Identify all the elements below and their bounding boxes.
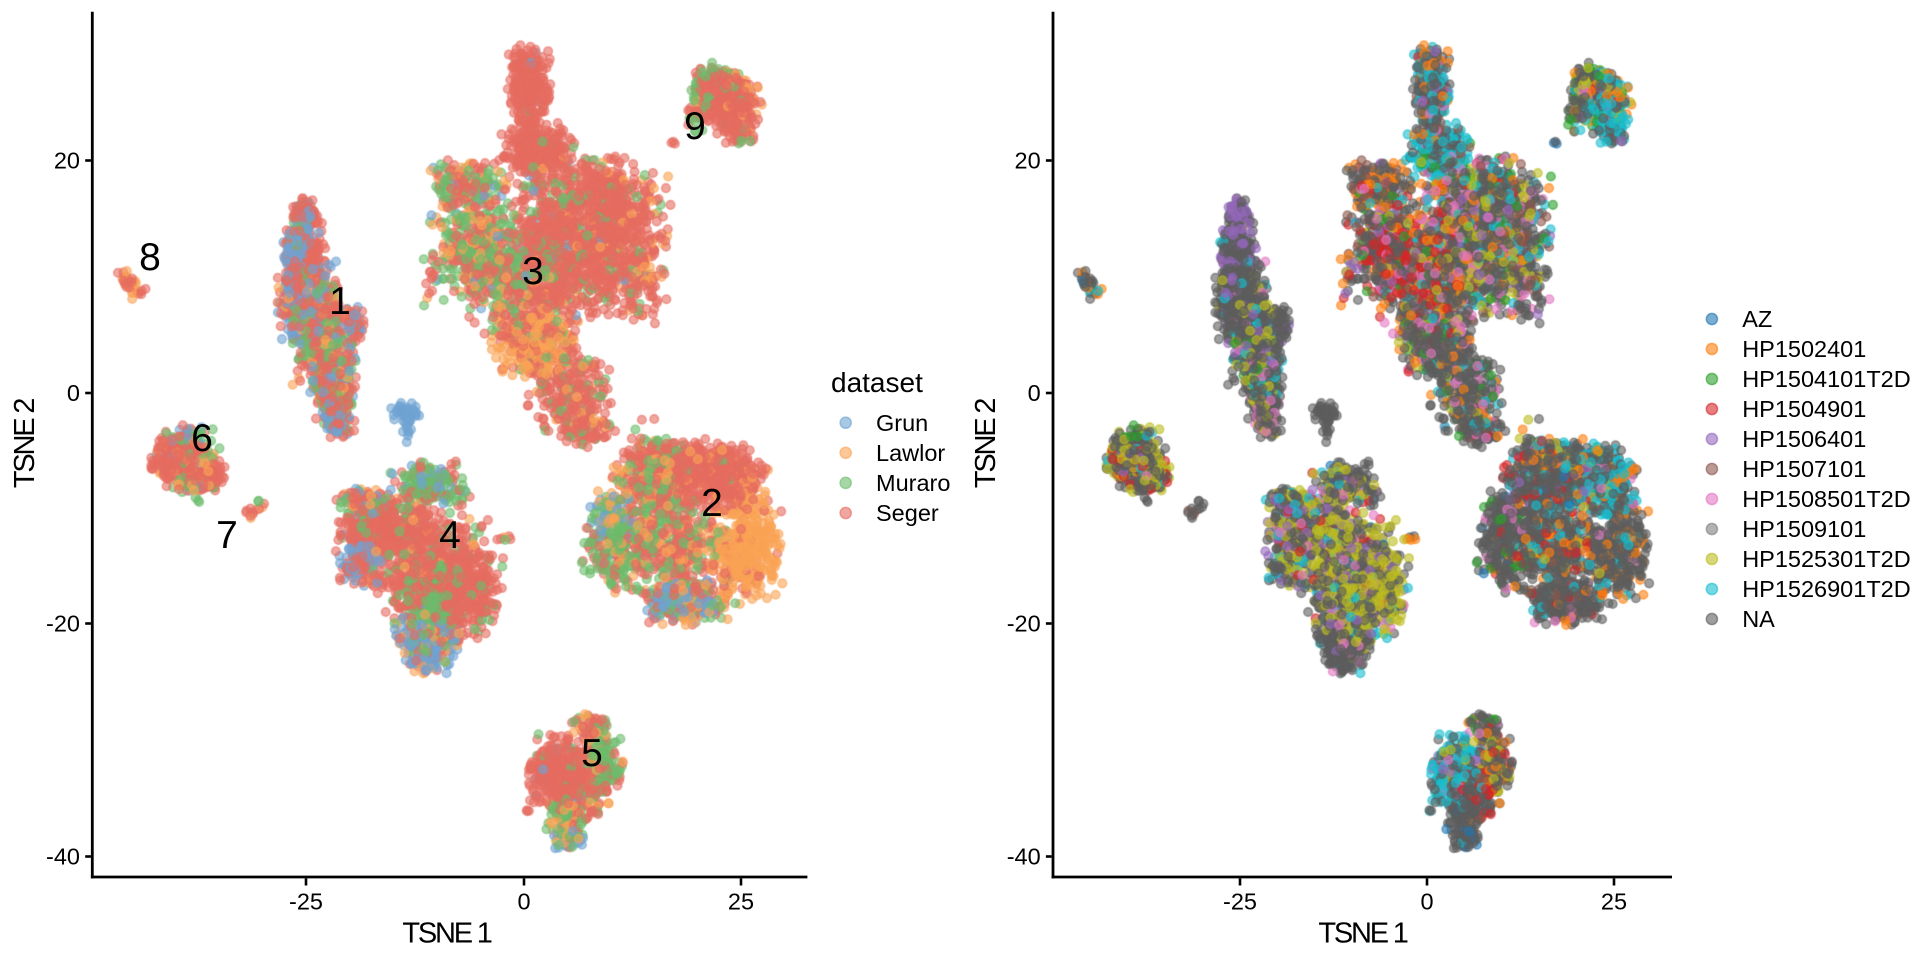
svg-text:8: 8 (139, 236, 161, 279)
svg-text:HP1526901T2D: HP1526901T2D (1742, 576, 1911, 602)
svg-text:1: 1 (329, 280, 351, 323)
svg-text:0: 0 (1420, 889, 1433, 915)
svg-text:HP1502401: HP1502401 (1742, 336, 1866, 362)
svg-text:-25: -25 (1223, 889, 1257, 915)
svg-text:TSNE 1: TSNE 1 (402, 918, 491, 950)
svg-text:4: 4 (439, 514, 461, 557)
svg-text:25: 25 (728, 889, 754, 915)
svg-text:HP1508501T2D: HP1508501T2D (1742, 486, 1911, 512)
svg-text:9: 9 (684, 105, 706, 148)
svg-text:-20: -20 (46, 611, 80, 637)
svg-text:-25: -25 (289, 889, 323, 915)
svg-text:-40: -40 (46, 844, 80, 870)
svg-text:20: 20 (54, 148, 80, 174)
svg-text:0: 0 (1028, 380, 1041, 406)
svg-text:HP1504101T2D: HP1504101T2D (1742, 366, 1911, 392)
svg-text:20: 20 (1015, 148, 1041, 174)
svg-text:AZ: AZ (1742, 306, 1772, 332)
svg-text:-40: -40 (1007, 844, 1041, 870)
svg-text:-20: -20 (1007, 611, 1041, 637)
svg-text:TSNE 1: TSNE 1 (1318, 918, 1407, 950)
svg-text:TSNE 2: TSNE 2 (970, 399, 1002, 488)
svg-text:dataset: dataset (831, 367, 923, 398)
svg-text:6: 6 (191, 417, 213, 460)
svg-text:25: 25 (1601, 889, 1627, 915)
svg-text:HP1506401: HP1506401 (1742, 426, 1866, 452)
svg-text:Grun: Grun (876, 410, 928, 436)
svg-text:NA: NA (1742, 606, 1775, 632)
svg-text:0: 0 (67, 380, 80, 406)
svg-text:TSNE 2: TSNE 2 (9, 399, 41, 488)
svg-text:HP1509101: HP1509101 (1742, 516, 1866, 542)
svg-text:Muraro: Muraro (876, 470, 950, 496)
svg-text:HP1507101: HP1507101 (1742, 456, 1866, 482)
svg-text:Seger: Seger (876, 500, 939, 526)
svg-text:2: 2 (701, 482, 723, 525)
svg-text:Lawlor: Lawlor (876, 440, 945, 466)
svg-text:HP1504901: HP1504901 (1742, 396, 1866, 422)
svg-text:7: 7 (216, 514, 238, 557)
svg-text:3: 3 (522, 250, 544, 293)
svg-text:HP1525301T2D: HP1525301T2D (1742, 546, 1911, 572)
svg-text:5: 5 (581, 732, 603, 775)
svg-text:0: 0 (517, 889, 530, 915)
